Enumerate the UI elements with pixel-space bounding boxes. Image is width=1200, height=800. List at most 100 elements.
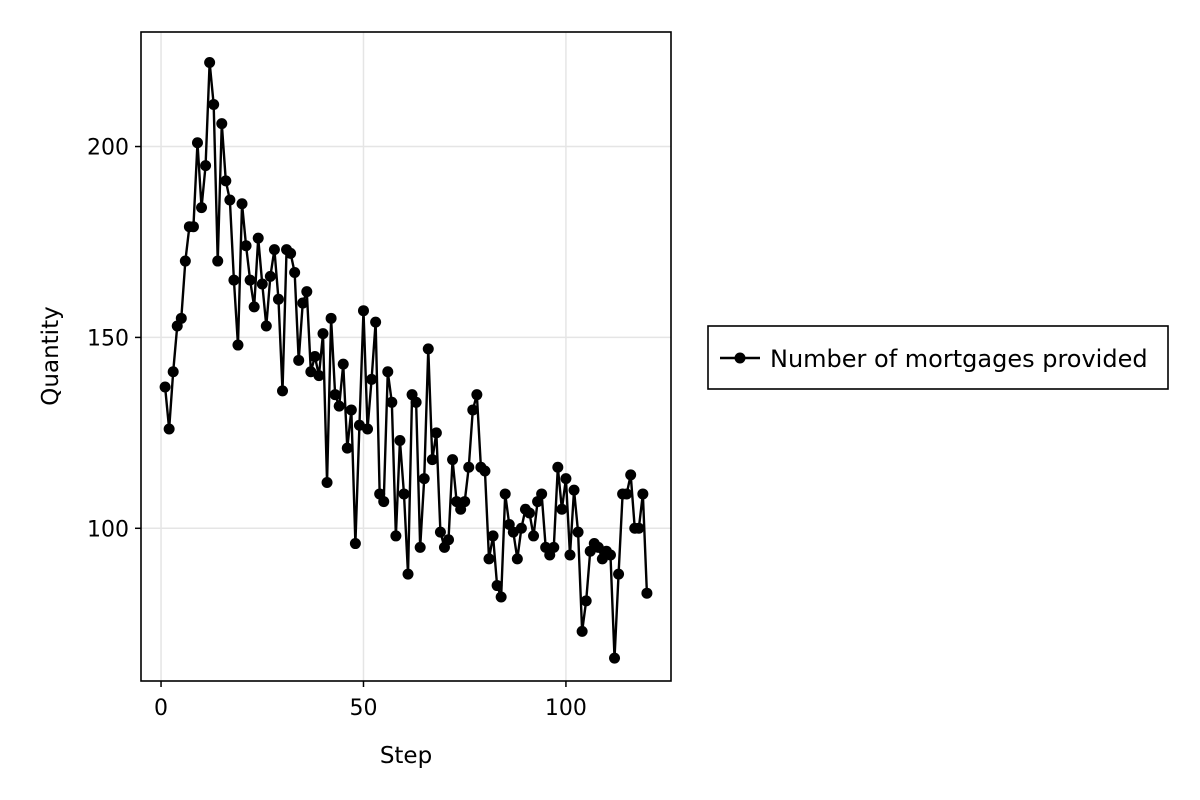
data-point <box>236 198 248 210</box>
data-point <box>268 244 280 256</box>
data-point <box>329 389 341 401</box>
data-point <box>414 541 426 553</box>
data-point <box>641 587 653 599</box>
data-point <box>402 568 414 580</box>
data-point <box>216 118 228 130</box>
data-point <box>564 549 576 561</box>
data-point <box>430 427 442 439</box>
data-point <box>159 381 171 393</box>
data-point <box>349 538 361 550</box>
legend-box <box>707 325 1169 390</box>
data-point <box>633 522 645 534</box>
data-point <box>447 454 459 466</box>
data-point <box>459 496 471 508</box>
data-point <box>621 488 633 500</box>
data-point <box>301 286 313 298</box>
data-point <box>499 488 511 500</box>
data-point <box>187 221 199 233</box>
axis-ticks: 0 50 100 100 150 200 <box>87 136 587 721</box>
x-tick-label: 50 <box>349 696 377 721</box>
data-point <box>495 591 507 603</box>
x-tick-label: 0 <box>154 696 168 721</box>
data-point <box>313 370 325 382</box>
data-point <box>256 278 268 290</box>
data-point <box>357 305 369 317</box>
data-point <box>491 580 503 592</box>
data-point <box>556 503 568 515</box>
legend-label: Number of mortgages provided <box>770 345 1148 373</box>
data-point <box>443 534 455 546</box>
data-point <box>637 488 649 500</box>
data-point <box>386 396 398 408</box>
data-point <box>467 404 479 416</box>
data-point <box>576 625 588 637</box>
data-point <box>580 595 592 607</box>
data-point <box>362 423 374 435</box>
data-point <box>345 404 357 416</box>
data-point <box>333 400 345 412</box>
data-point <box>604 549 616 561</box>
data-point <box>337 358 349 370</box>
data-point <box>191 137 203 149</box>
data-point <box>418 473 430 485</box>
data-point <box>568 484 580 496</box>
data-point <box>390 530 402 542</box>
legend-marker-swatch <box>734 352 746 364</box>
data-point <box>341 442 353 454</box>
data-point <box>277 385 289 397</box>
data-point <box>609 652 621 664</box>
data-point <box>515 522 527 534</box>
data-point <box>487 530 499 542</box>
data-point <box>285 247 297 259</box>
data-point <box>536 488 548 500</box>
y-tick-label: 100 <box>87 517 129 542</box>
data-point <box>224 194 236 206</box>
data-point <box>260 320 272 332</box>
plot-frame <box>140 31 672 682</box>
data-point <box>528 530 540 542</box>
data-point <box>378 496 390 508</box>
data-point <box>523 507 535 519</box>
data-point <box>208 99 220 111</box>
data-point <box>382 366 394 378</box>
data-point <box>434 526 446 538</box>
data-point <box>511 553 523 565</box>
y-tick-label: 150 <box>87 326 129 351</box>
data-point <box>248 301 260 313</box>
data-point <box>220 175 232 187</box>
data-point <box>613 568 625 580</box>
data-point <box>483 553 495 565</box>
data-point <box>175 312 187 324</box>
data-point <box>560 473 572 485</box>
data-point <box>204 57 216 69</box>
data-point <box>321 476 333 488</box>
data-point <box>471 389 483 401</box>
data-point <box>264 270 276 282</box>
data-point <box>232 339 244 351</box>
data-point <box>179 255 191 267</box>
data-point <box>370 316 382 328</box>
data-point <box>572 526 584 538</box>
data-point <box>625 469 637 481</box>
y-axis-label: Quantity <box>38 306 64 405</box>
x-axis-label: Step <box>380 743 432 769</box>
data-point <box>167 366 179 378</box>
data-point <box>317 328 329 340</box>
series-line <box>163 61 649 660</box>
series-group <box>159 57 653 664</box>
data-point <box>309 351 321 362</box>
data-point <box>196 202 208 214</box>
data-point <box>200 160 212 172</box>
data-point <box>297 297 309 309</box>
data-point <box>289 267 301 279</box>
data-point <box>244 274 256 286</box>
data-point <box>228 274 240 286</box>
data-point <box>325 312 337 324</box>
data-point <box>240 240 252 252</box>
data-point <box>366 373 378 385</box>
data-point <box>293 354 305 366</box>
data-point <box>479 465 491 477</box>
data-point <box>548 541 560 553</box>
